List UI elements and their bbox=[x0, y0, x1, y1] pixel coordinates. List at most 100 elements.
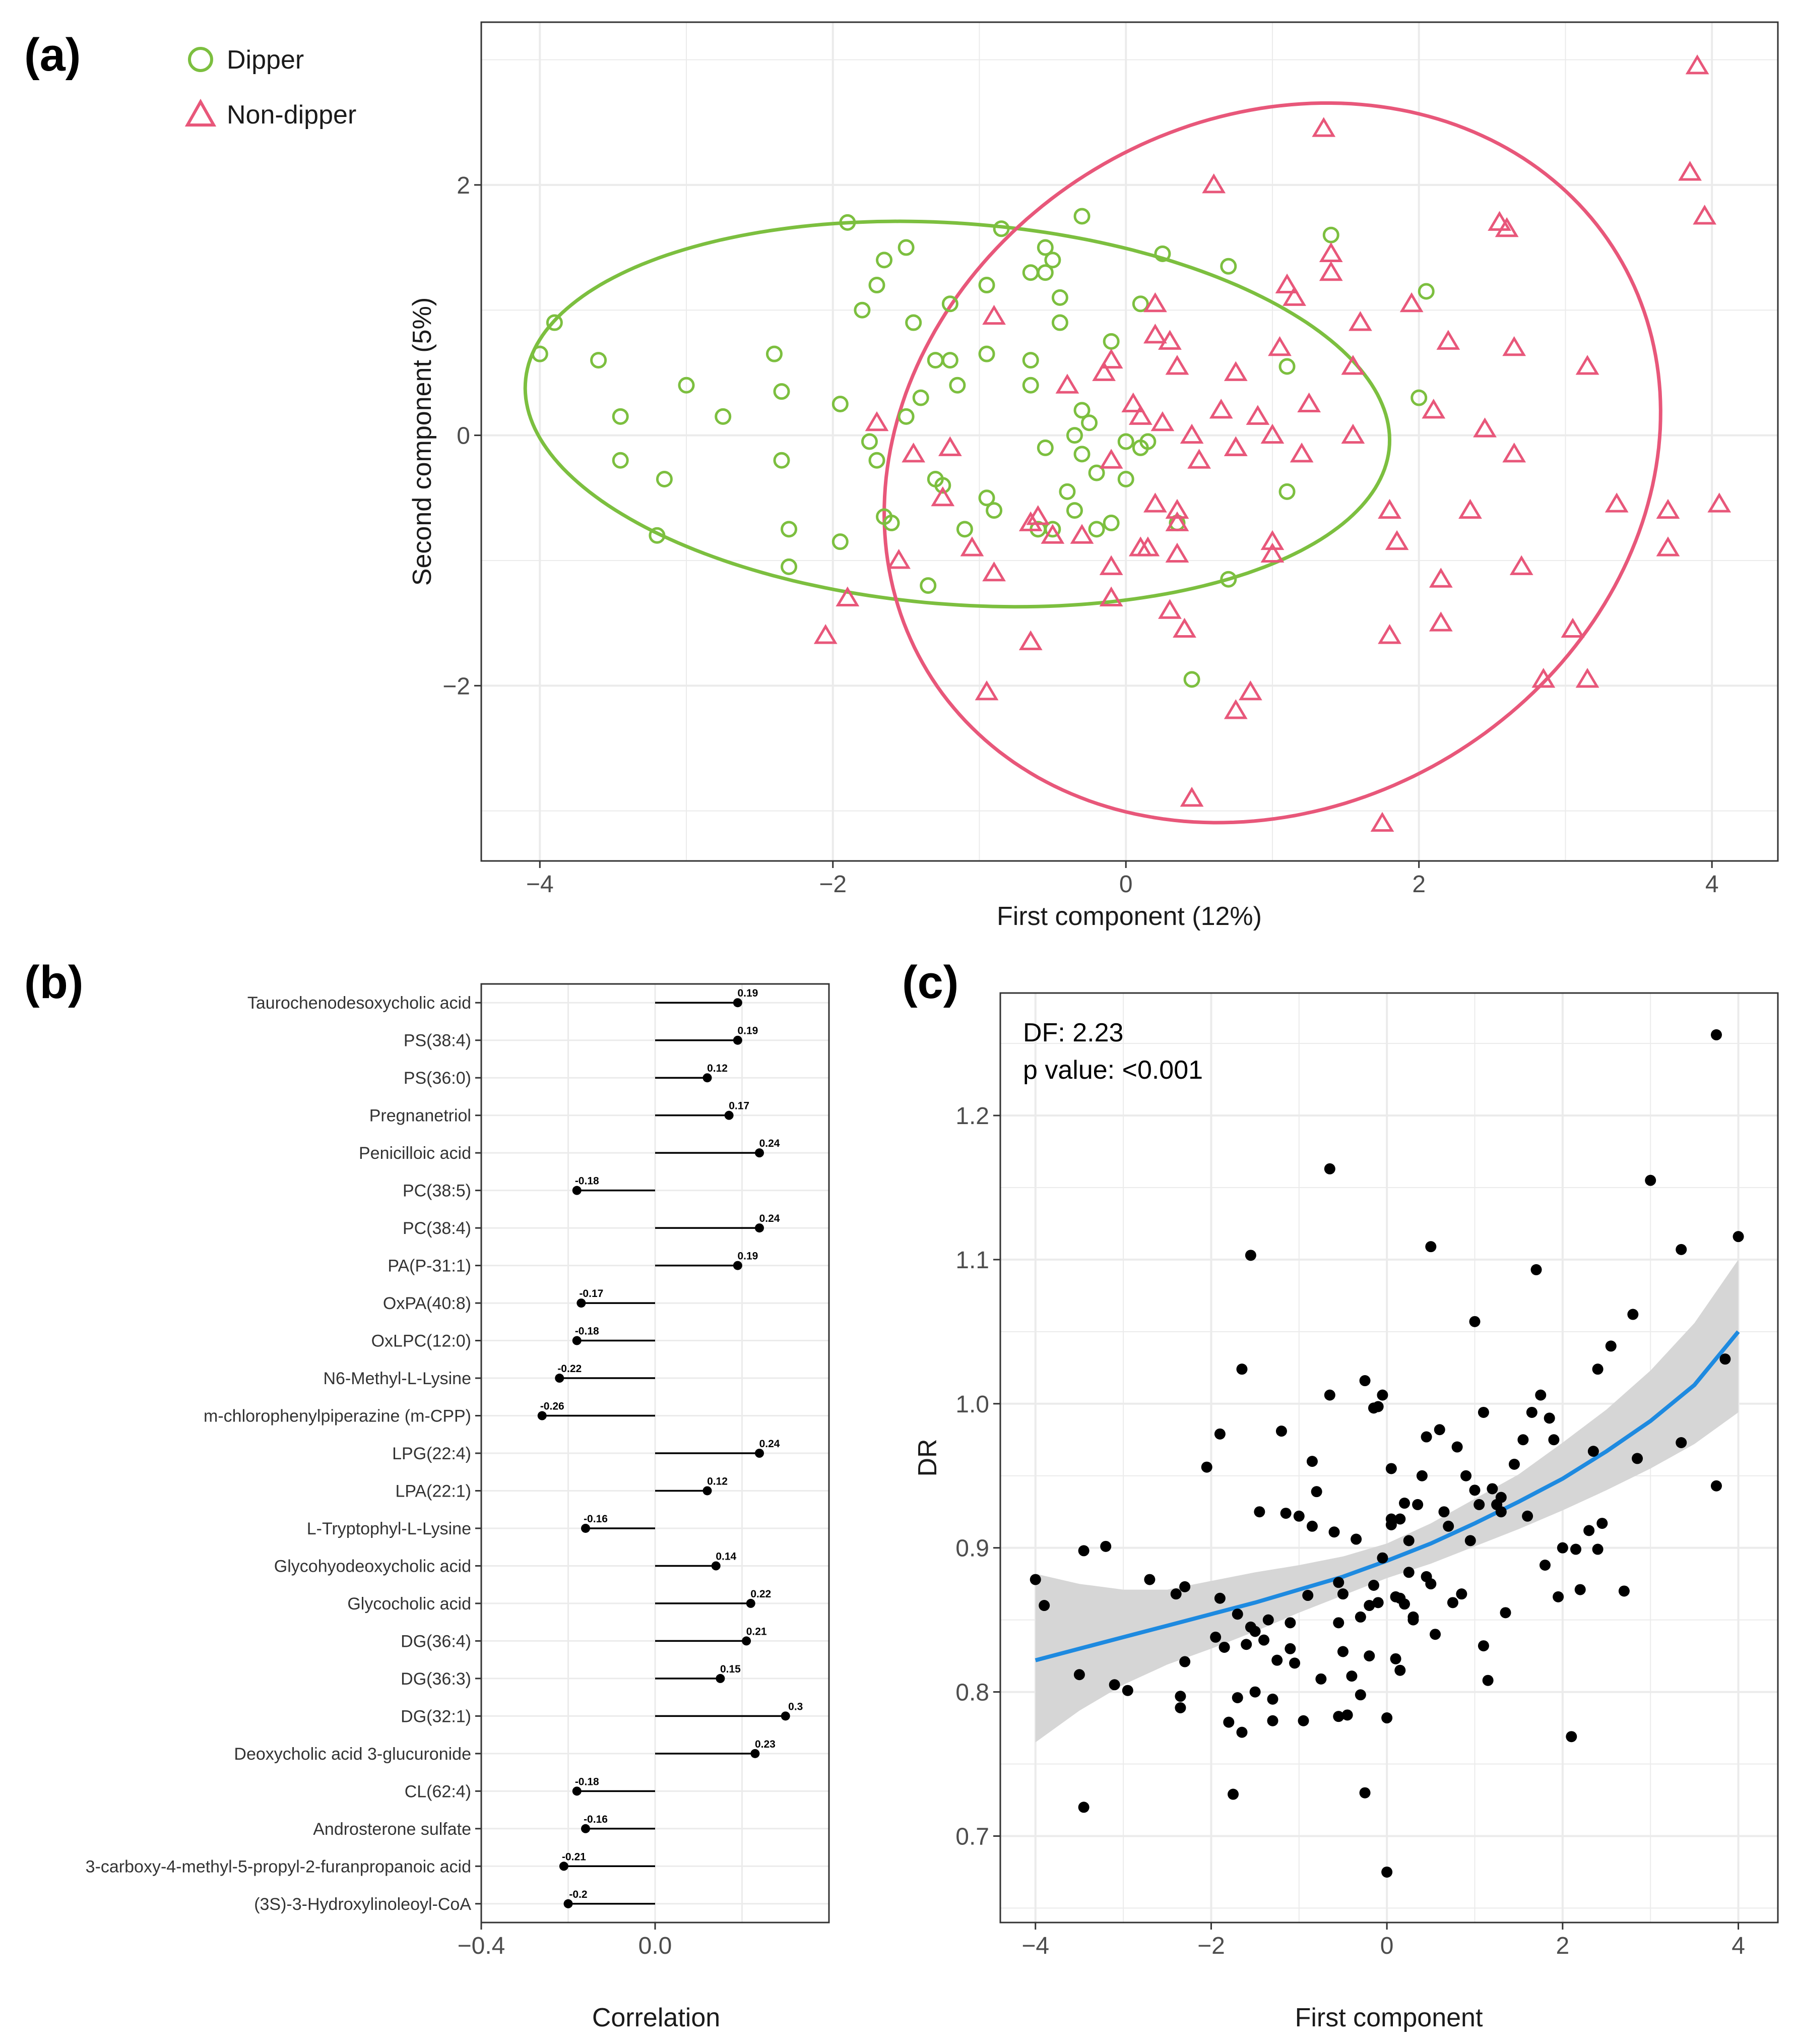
data-point bbox=[1478, 1640, 1489, 1652]
point-dipper bbox=[1103, 514, 1120, 531]
data-point bbox=[1359, 1375, 1371, 1387]
point-non-dipper bbox=[902, 442, 926, 463]
point-dipper bbox=[1117, 471, 1134, 488]
value-label: 0.24 bbox=[759, 1213, 780, 1224]
data-point bbox=[1228, 1788, 1239, 1800]
data-point bbox=[1351, 1533, 1362, 1545]
point-non-dipper bbox=[1136, 536, 1160, 556]
data-point bbox=[1460, 1470, 1472, 1481]
point-non-dipper bbox=[1026, 505, 1050, 525]
data-point bbox=[1596, 1518, 1608, 1529]
confidence-band bbox=[1035, 1259, 1739, 1743]
point-non-dipper bbox=[1260, 542, 1285, 563]
panel-a-xlabel: First component (12%) bbox=[997, 902, 1262, 931]
legend-dipper-label: Dipper bbox=[227, 45, 304, 75]
data-point bbox=[1214, 1428, 1226, 1440]
point-dipper bbox=[861, 433, 878, 450]
data-point bbox=[1201, 1461, 1212, 1473]
data-point bbox=[1592, 1543, 1604, 1555]
lollipop-dot bbox=[733, 998, 742, 1008]
data-point bbox=[1592, 1364, 1604, 1375]
point-non-dipper bbox=[1502, 336, 1526, 356]
point-non-dipper bbox=[1128, 405, 1152, 425]
data-point bbox=[1587, 1446, 1599, 1457]
data-point bbox=[1285, 1617, 1296, 1629]
point-non-dipper bbox=[1656, 536, 1680, 556]
data-point bbox=[1574, 1584, 1586, 1595]
data-point bbox=[1236, 1726, 1248, 1738]
data-point bbox=[1039, 1600, 1050, 1612]
point-dipper bbox=[1088, 521, 1105, 538]
point-non-dipper bbox=[836, 586, 860, 606]
point-non-dipper bbox=[1150, 411, 1175, 431]
panel-a-scatter: −4 −2 0 2 4 −2 0 2 First component (12%) Second… bbox=[184, 21, 1779, 931]
value-label: 0.19 bbox=[737, 1025, 758, 1037]
data-point bbox=[1535, 1389, 1547, 1401]
category-label: N6-Methyl-L-Lysine bbox=[324, 1369, 472, 1388]
point-non-dipper bbox=[1429, 568, 1453, 588]
category-label: Taurochenodesoxycholic acid bbox=[247, 994, 471, 1013]
x-tick-label: 0 bbox=[1380, 1933, 1394, 1959]
data-point bbox=[1430, 1629, 1441, 1640]
data-point bbox=[1553, 1591, 1564, 1602]
lollipop-dot bbox=[781, 1711, 790, 1721]
point-dipper bbox=[590, 352, 607, 369]
data-point bbox=[1302, 1590, 1314, 1601]
category-label: LPA(22:1) bbox=[395, 1481, 471, 1501]
panel-b-xlabel: Correlation bbox=[592, 2003, 720, 2032]
data-point bbox=[1372, 1401, 1384, 1412]
data-point bbox=[1425, 1578, 1437, 1590]
lollipop-dot bbox=[755, 1223, 764, 1233]
data-point bbox=[1570, 1543, 1581, 1555]
lollipop-dot bbox=[572, 1186, 582, 1195]
point-dipper bbox=[912, 389, 929, 406]
point-non-dipper bbox=[1283, 286, 1306, 306]
point-dipper bbox=[612, 452, 629, 469]
point-non-dipper bbox=[1385, 530, 1409, 550]
point-dipper bbox=[1220, 258, 1237, 275]
point-non-dipper bbox=[1275, 273, 1299, 294]
data-point bbox=[1566, 1731, 1577, 1743]
data-point bbox=[1328, 1526, 1340, 1538]
point-dipper bbox=[854, 301, 871, 319]
point-non-dipper bbox=[1349, 311, 1372, 331]
category-label: PC(38:5) bbox=[403, 1182, 471, 1201]
point-non-dipper bbox=[1143, 292, 1167, 313]
value-label: -0.2 bbox=[569, 1889, 587, 1900]
point-dipper bbox=[765, 345, 783, 362]
data-point bbox=[1364, 1600, 1375, 1612]
point-dipper bbox=[986, 502, 1003, 519]
data-point bbox=[1522, 1510, 1533, 1522]
lollipop-dot bbox=[746, 1598, 755, 1608]
data-point bbox=[1175, 1702, 1186, 1714]
data-point bbox=[1333, 1617, 1344, 1629]
point-dipper bbox=[531, 345, 548, 362]
data-point bbox=[1210, 1631, 1222, 1643]
data-point bbox=[1372, 1597, 1384, 1608]
point-non-dipper bbox=[1605, 492, 1629, 513]
point-dipper bbox=[1073, 208, 1091, 225]
data-point bbox=[1425, 1241, 1437, 1253]
data-point bbox=[1469, 1484, 1481, 1496]
point-non-dipper bbox=[1707, 492, 1732, 513]
point-non-dipper bbox=[1055, 374, 1079, 394]
x-tick-label: 2 bbox=[1556, 1933, 1569, 1959]
data-point bbox=[1324, 1389, 1335, 1401]
point-non-dipper bbox=[1224, 361, 1248, 381]
data-point bbox=[1399, 1598, 1411, 1610]
point-dipper bbox=[927, 352, 944, 369]
y-tick-label: 1.2 bbox=[955, 1103, 989, 1130]
category-label: Deoxycholic acid 3-glucuronide bbox=[234, 1745, 471, 1764]
data-point bbox=[1355, 1611, 1366, 1623]
point-non-dipper bbox=[1143, 323, 1167, 344]
point-non-dipper bbox=[1099, 449, 1123, 469]
point-dipper bbox=[1081, 414, 1098, 431]
data-point bbox=[1223, 1716, 1235, 1728]
data-point bbox=[1464, 1535, 1476, 1546]
point-dipper bbox=[868, 277, 885, 294]
x-tick-label: 2 bbox=[1412, 871, 1426, 898]
point-dipper bbox=[1066, 427, 1083, 444]
panel-b-lollipop: 0.19 0.19 0.12 0.17 0.24 -0.18 0.24 0.19 -0.17 -0… bbox=[86, 983, 830, 2032]
panel-c-ylabel: DR bbox=[913, 1439, 942, 1476]
point-non-dipper bbox=[1312, 117, 1336, 137]
